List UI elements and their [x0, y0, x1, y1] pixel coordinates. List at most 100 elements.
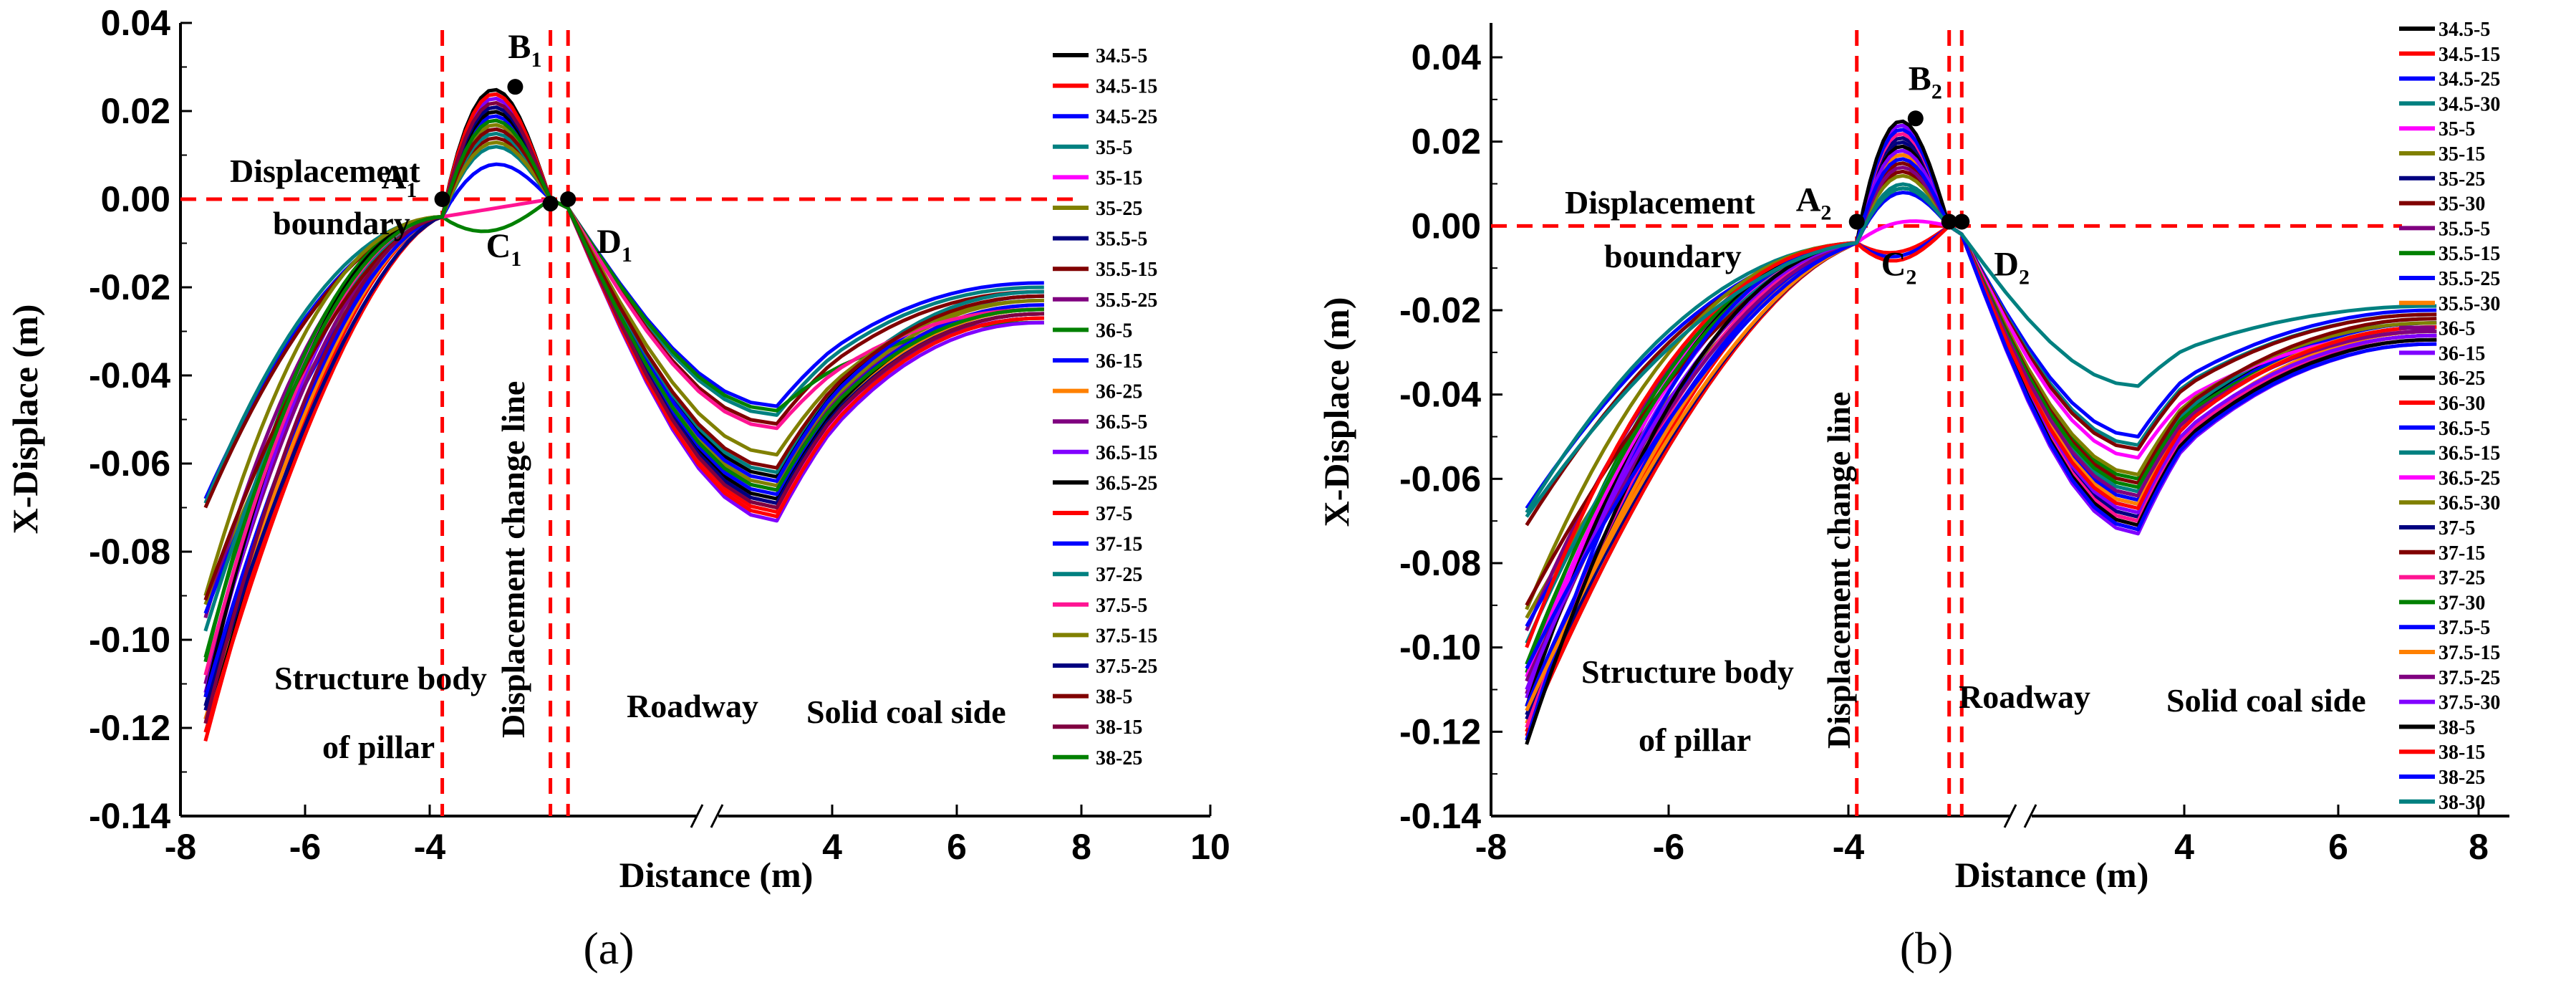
y-tick-label: 0.00 [101, 179, 170, 219]
series-line [203, 197, 1044, 676]
legend-label: 36-25 [2438, 368, 2485, 390]
series-line [203, 92, 1044, 742]
legend-label: 38-15 [1096, 716, 1142, 739]
legend-label: 37.5-15 [1096, 625, 1157, 647]
annotation-structure-body: Structure body [274, 660, 487, 696]
key-point-label: A2 [1796, 181, 1832, 224]
key-point-marker [507, 79, 524, 95]
y-axis-title: X-Displace (m) [1316, 297, 1356, 527]
legend-label: 34.5-25 [1096, 106, 1157, 128]
key-point-marker [1848, 214, 1865, 230]
x-tick-label: -6 [289, 827, 321, 867]
y-tick-label: 0.02 [101, 91, 170, 131]
legend-label: 37-30 [2438, 592, 2485, 614]
series-line [203, 136, 1044, 509]
legend-label: 35-15 [1096, 167, 1142, 189]
legend-label: 37.5-15 [2438, 642, 2500, 664]
legend-label: 37-15 [1096, 534, 1142, 556]
annotation-roadway: Roadway [1959, 678, 2090, 715]
y-tick-label: -0.02 [1399, 290, 1481, 330]
annotation-of-pillar: of pillar [1639, 721, 1751, 758]
y-tick-label: -0.14 [89, 796, 170, 836]
series-line [203, 145, 1044, 504]
annotation-of-pillar: of pillar [322, 729, 435, 765]
legend-label: 36-25 [1096, 381, 1142, 403]
legend-label: 37-25 [2438, 567, 2485, 590]
series-line [203, 118, 1044, 658]
legend-label: 38-30 [2438, 792, 2485, 814]
y-tick-label: -0.08 [1399, 543, 1481, 583]
panel-label: (b) [1900, 923, 1954, 974]
legend-label: 37.5-5 [1096, 595, 1147, 617]
series-line [203, 101, 1044, 720]
legend-label: 36.5-30 [2438, 492, 2500, 514]
legend-label: 36.5-15 [1096, 442, 1157, 464]
y-tick-label: -0.06 [89, 443, 170, 484]
legend-label: 36-30 [2438, 393, 2485, 415]
key-point-subscript: 2 [2019, 265, 2030, 289]
key-point-marker [1907, 110, 1924, 127]
legend-label: 38-5 [2438, 716, 2475, 739]
legend-label: 38-25 [2438, 767, 2485, 789]
legend-label: 34.5-5 [2438, 19, 2490, 41]
series-line [1525, 224, 2437, 707]
series-line [203, 127, 1044, 601]
key-point-marker [1941, 214, 1957, 230]
x-tick-label: 10 [1190, 827, 1230, 867]
legend-label: 34.5-25 [2438, 69, 2500, 91]
legend-label: 35-5 [1096, 137, 1132, 159]
legend-label: 36-15 [1096, 350, 1142, 373]
y-tick-label: -0.14 [1399, 796, 1481, 836]
series-line [1525, 191, 2437, 509]
key-point-label: C1 [486, 227, 522, 271]
legend-label: 34.5-30 [2438, 93, 2500, 115]
x-tick-label: 6 [2328, 827, 2348, 867]
key-point-subscript: 1 [622, 243, 632, 267]
legend-label: 34.5-15 [1096, 76, 1157, 98]
annotation-boundary: boundary [1604, 238, 1742, 274]
annotation-change-line: Displacement change line [1820, 392, 1857, 749]
y-tick-label: -0.04 [1399, 375, 1481, 415]
y-tick-label: 0.00 [1412, 206, 1481, 246]
y-tick-label: -0.06 [1399, 459, 1481, 499]
x-tick-label: 8 [2469, 827, 2489, 867]
legend-label: 38-15 [2438, 742, 2485, 764]
key-point-label: B1 [508, 28, 541, 72]
axis-break-mark [690, 804, 704, 828]
axis-break-mark [710, 804, 724, 828]
x-tick-label: -6 [1653, 827, 1684, 867]
series-line [203, 97, 1044, 694]
legend-label: 37.5-25 [2438, 667, 2500, 689]
x-tick-label: 6 [947, 827, 967, 867]
panel-label: (a) [583, 923, 634, 974]
series-line [1525, 148, 2437, 691]
y-tick-label: -0.10 [89, 620, 170, 660]
series-line [1525, 224, 2437, 648]
legend-label: 36-5 [1096, 320, 1132, 342]
x-tick-label: -8 [165, 827, 196, 867]
key-point-marker [542, 196, 559, 212]
legend-label: 36.5-25 [2438, 467, 2500, 489]
series-line [1525, 157, 2437, 670]
y-axis-title: X-Displace (m) [5, 304, 45, 534]
series-line [1525, 169, 2437, 527]
key-point-subscript: 2 [1931, 80, 1942, 103]
x-axis-title: Distance (m) [619, 855, 814, 895]
y-tick-label: 0.04 [1412, 37, 1482, 77]
legend-label: 35-5 [2438, 118, 2475, 140]
legend-label: 37-5 [1096, 503, 1132, 525]
legend-label: 34.5-15 [2438, 44, 2500, 66]
legend-label: 36.5-25 [1096, 472, 1157, 494]
annotation-structure-body: Structure body [1581, 653, 1794, 690]
x-tick-label: -8 [1475, 827, 1507, 867]
x-tick-label: 4 [2174, 827, 2194, 867]
legend-label: 37.5-30 [2438, 692, 2500, 714]
key-point-marker [434, 191, 450, 207]
key-point-subscript: 1 [406, 178, 417, 202]
legend-label: 35.5-5 [2438, 218, 2490, 240]
legend-label: 35-30 [2438, 193, 2485, 216]
legend-label: 38-25 [1096, 747, 1142, 769]
legend-label: 35.5-5 [1096, 229, 1147, 251]
legend-label: 37-5 [2438, 517, 2475, 539]
chart-panel-b: 0.04 0.02 0.00 -0.02 -0.04 -0.06 -0.08 -0.10 -0.… [1316, 19, 2509, 974]
